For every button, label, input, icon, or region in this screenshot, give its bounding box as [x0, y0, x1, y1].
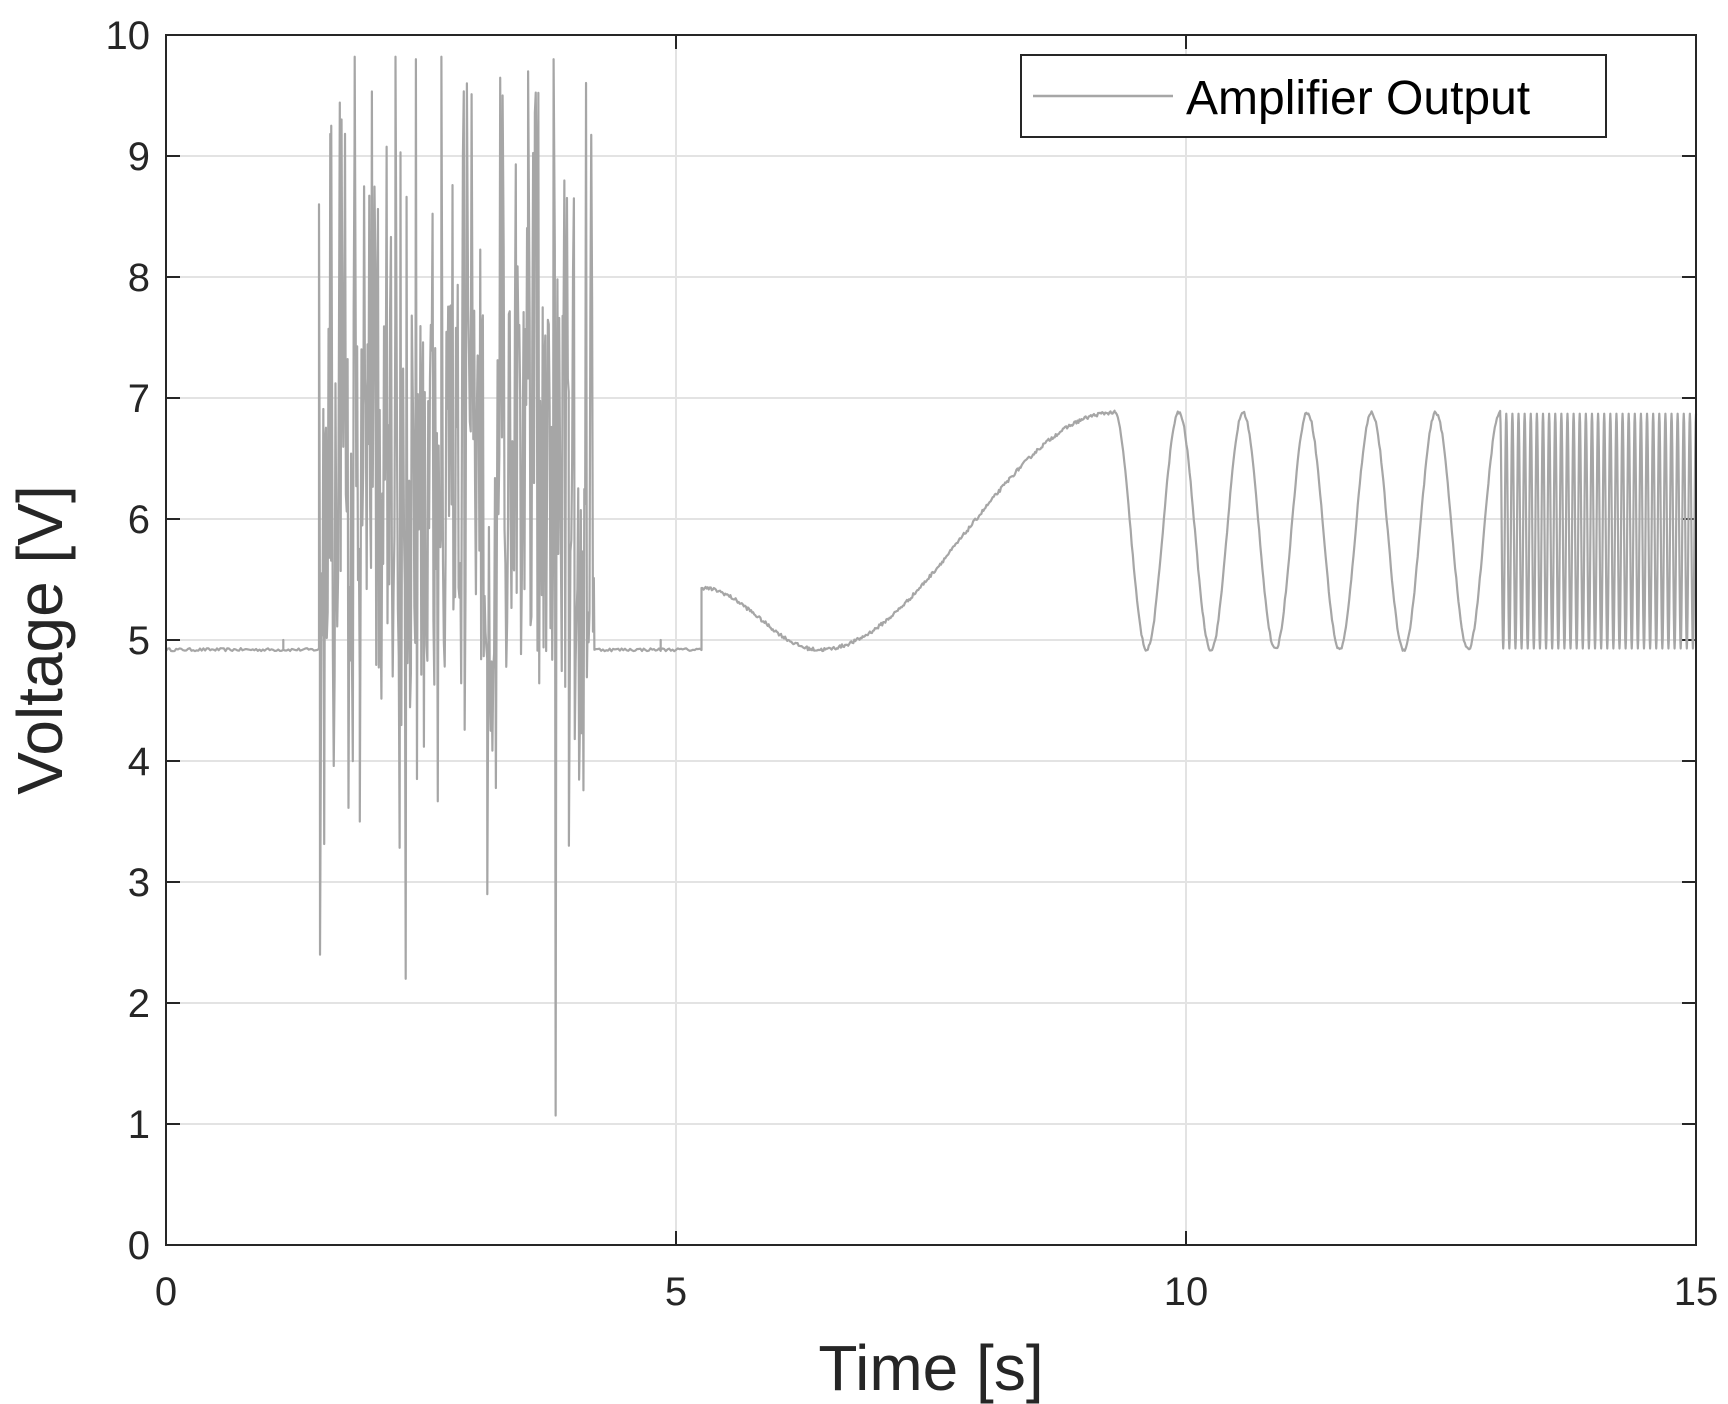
y-tick-label: 10: [106, 14, 151, 58]
legend: Amplifier Output: [1020, 54, 1607, 138]
y-tick-label: 3: [128, 861, 150, 905]
y-tick-label: 5: [128, 619, 150, 663]
series-layer: [165, 55, 1698, 1117]
y-tick-label: 8: [128, 256, 150, 300]
x-tick-label: 5: [665, 1270, 687, 1314]
legend-label: Amplifier Output: [1186, 72, 1530, 125]
x-tick-label: 10: [1164, 1270, 1209, 1314]
x-tick-label: 15: [1674, 1270, 1719, 1314]
y-tick-label: 0: [128, 1224, 150, 1268]
y-tick-label: 2: [128, 982, 150, 1026]
series-line-amplifier-output: [165, 55, 1698, 1117]
plot-frame: [165, 34, 1697, 1246]
y-axis-title: Voltage [V]: [4, 485, 76, 795]
y-tick-label: 9: [128, 135, 150, 179]
y-tick-label: 6: [128, 498, 150, 542]
y-tick-label: 1: [128, 1103, 150, 1147]
y-tick-label: 7: [128, 377, 150, 421]
tick-labels: 0 5 10 15 0 1 2 3 4 5 6 7 8 9 10: [106, 14, 1719, 1314]
x-tick-label: 0: [155, 1270, 177, 1314]
y-tick-label: 4: [128, 740, 150, 784]
x-axis-title: Time [s]: [818, 1332, 1043, 1404]
